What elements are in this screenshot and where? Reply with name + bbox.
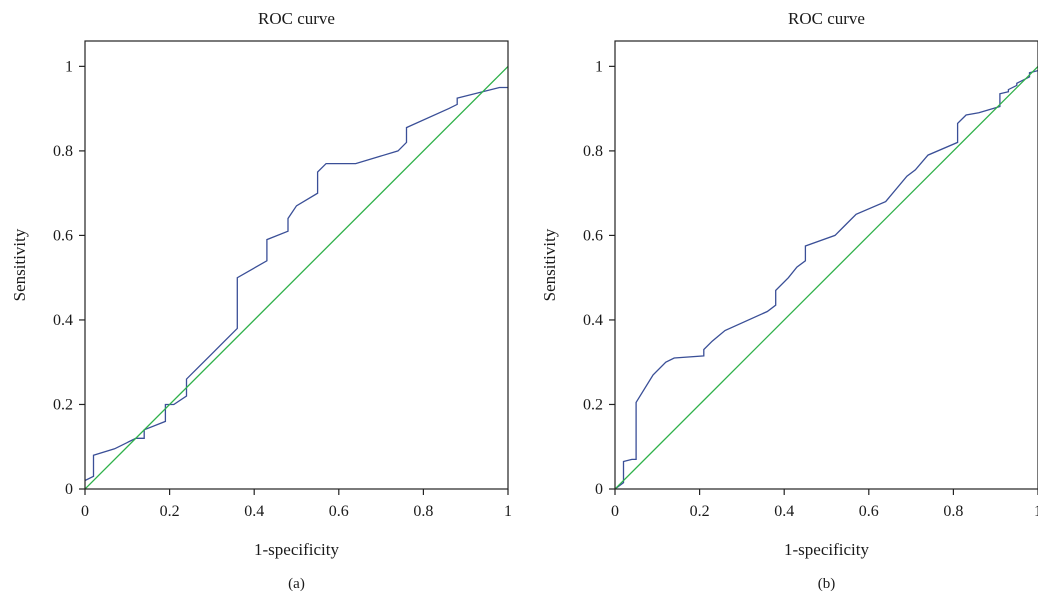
- roc-chart-b: 0 0.2 0.4 0.6 0.8 1 0 0.2 0.4 0.6 0.8 1 ROC curve 1-s…: [540, 9, 1038, 592]
- roc-curve-line: [615, 69, 1038, 489]
- x-tick-label: 0.2: [160, 503, 180, 520]
- x-tick-label: 0.6: [859, 503, 879, 520]
- x-axis-label: 1-specificity: [254, 540, 339, 559]
- y-tick-label: 0.2: [583, 396, 603, 413]
- y-axis-label: Sensitivity: [540, 228, 559, 301]
- y-tick-label: 0.8: [583, 143, 603, 160]
- y-tick-label: 1: [65, 58, 73, 75]
- chart-title: ROC curve: [788, 9, 865, 28]
- y-tick-label: 0: [65, 481, 73, 498]
- x-tick-label: 1: [504, 503, 512, 520]
- y-tick-label: 0.6: [583, 227, 603, 244]
- x-tick-label: 0.8: [413, 503, 433, 520]
- x-tick-label: 1: [1034, 503, 1038, 520]
- plot-frame: [84, 40, 509, 490]
- x-tick-label: 0.2: [690, 503, 710, 520]
- y-tick-label: 0.6: [53, 227, 73, 244]
- x-tick-label: 0.4: [774, 503, 794, 520]
- chart-title: ROC curve: [258, 9, 335, 28]
- x-tick-label: 0.4: [244, 503, 264, 520]
- x-tick-label: 0: [81, 503, 89, 520]
- y-tick-label: 0.4: [53, 312, 73, 329]
- reference-diagonal-line: [615, 65, 1038, 489]
- roc-curve-line: [85, 86, 508, 482]
- plot-frame: [614, 40, 1038, 490]
- y-tick-label: 0.4: [583, 312, 603, 329]
- x-tick-label: 0: [611, 503, 619, 520]
- x-tick-label: 0.8: [943, 503, 963, 520]
- y-axis-label: Sensitivity: [10, 228, 29, 301]
- y-tick-label: 0.8: [53, 143, 73, 160]
- panel-label: (b): [818, 576, 836, 592]
- y-tick-label: 0.2: [53, 396, 73, 413]
- y-tick-label: 1: [595, 58, 603, 75]
- panel-label: (a): [288, 576, 305, 592]
- reference-diagonal-line: [85, 65, 508, 489]
- roc-chart-a: 0 0.2 0.4 0.6 0.8 1 0 0.2 0.4 0.6 0.8 1 ROC curve 1-s…: [10, 9, 512, 592]
- x-tick-label: 0.6: [329, 503, 349, 520]
- y-tick-label: 0: [595, 481, 603, 498]
- x-axis-label: 1-specificity: [784, 540, 869, 559]
